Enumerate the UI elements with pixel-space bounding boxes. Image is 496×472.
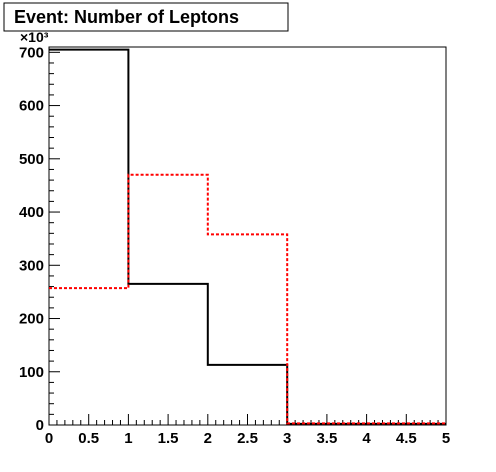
x-tick-label: 4	[362, 430, 371, 447]
x-tick-label: 2.5	[237, 430, 258, 447]
title-frame	[3, 2, 289, 32]
chart-title: Event: Number of Leptons	[14, 7, 239, 27]
x-tick-label: 0.5	[78, 430, 99, 447]
series-layer	[49, 48, 446, 425]
x-tick-label: 4.5	[396, 430, 417, 447]
series-solid-black	[49, 48, 446, 425]
x-tick-label: 0	[45, 430, 53, 447]
y-tick-label: 0	[36, 417, 44, 434]
y-tick-label: 400	[19, 204, 44, 221]
y-scale-label: ×10³	[20, 29, 49, 45]
x-tick-label: 1.5	[158, 430, 179, 447]
plot-frame	[48, 46, 447, 426]
y-tick-label: 200	[19, 311, 44, 328]
x-tick-label: 2	[204, 430, 212, 447]
x-tick-label: 5	[442, 430, 450, 447]
y-tick-label: 300	[19, 257, 44, 274]
title-box: Event: Number of Leptons	[3, 2, 289, 32]
y-tick-label: 100	[19, 364, 44, 381]
series-dotted-red	[49, 173, 446, 425]
y-tick-label: 700	[19, 44, 44, 61]
y-tick-label: 600	[19, 98, 44, 115]
x-tick-label: 3.5	[316, 430, 337, 447]
x-tick-label: 3	[283, 430, 291, 447]
axis-tick-labels: 0 0.5 1 1.5 2 2.5 3 3.5 4 4.5 5 0 100 200 300 400 500 600…	[19, 44, 450, 447]
y-tick-label: 500	[19, 151, 44, 168]
x-tick-label: 1	[124, 430, 132, 447]
